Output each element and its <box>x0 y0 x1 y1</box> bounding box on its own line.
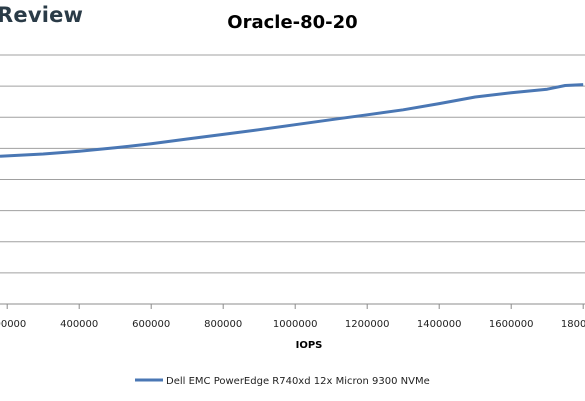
x-axis-ticks: 200000 400000 600000 800000 1000000 1200000 14… <box>0 304 585 330</box>
x-axis-title: IOPS <box>296 340 323 351</box>
legend-label: Dell EMC PowerEdge R740xd 12x Micron 930… <box>166 376 430 387</box>
x-tick-label: 600000 <box>132 319 170 330</box>
series-line <box>0 83 584 158</box>
x-tick-label: 1600000 <box>489 319 534 330</box>
x-tick-label: 1800000 <box>561 319 585 330</box>
series-lines <box>0 83 584 158</box>
x-tick-label: 200000 <box>0 319 26 330</box>
x-tick-label: 1400000 <box>417 319 462 330</box>
x-tick-label: 400000 <box>60 319 98 330</box>
chart-title: Oracle-80-20 <box>227 12 358 33</box>
x-tick-label: 1000000 <box>273 319 318 330</box>
legend: Dell EMC PowerEdge R740xd 12x Micron 930… <box>135 376 430 387</box>
x-tick-label: 800000 <box>204 319 242 330</box>
brand-watermark: Review <box>0 3 84 27</box>
gridlines <box>0 54 585 305</box>
x-tick-label: 1200000 <box>345 319 390 330</box>
